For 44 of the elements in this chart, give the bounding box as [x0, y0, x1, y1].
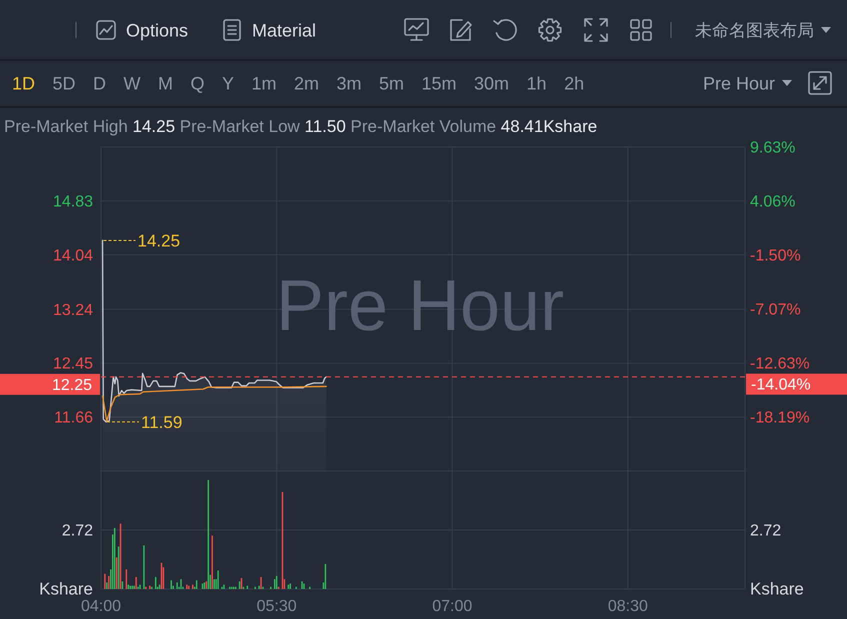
- text: 2.72: [750, 522, 782, 540]
- y-tick-label: 13.24: [52, 302, 94, 319]
- text: 30m: [474, 74, 510, 94]
- y2-tick-label: -1.50%: [750, 248, 801, 264]
- text: Q: [190, 74, 205, 94]
- y-tick-label: 14.83: [52, 193, 94, 210]
- y-axis-title: Kshare: [39, 580, 93, 598]
- y2-tick-label: 4.06%: [750, 194, 796, 211]
- text: 1m: [252, 74, 277, 94]
- x-tick-label: 05:30: [256, 598, 297, 615]
- y2-tick-label: -12.63%: [750, 356, 810, 372]
- text: Y: [222, 74, 234, 94]
- y-tick-label: 14.04: [52, 247, 94, 264]
- text: Options: [126, 20, 188, 40]
- y2-tick-label: -7.07%: [750, 302, 801, 319]
- x-tick-label: 08:30: [608, 598, 648, 615]
- text: 2h: [564, 74, 584, 94]
- text: 1h: [526, 74, 547, 94]
- text: D: [93, 74, 106, 94]
- y-tick-label: 12.45: [52, 356, 94, 373]
- text: 未命名图表布局: [695, 21, 814, 40]
- text: Pre Hour: [702, 74, 775, 94]
- annotation: 11.59: [141, 412, 182, 432]
- x-tick-label: 07:00: [432, 598, 472, 615]
- text: 1D: [12, 74, 36, 94]
- text: W: [124, 74, 141, 94]
- y2-axis-title: Kshare: [750, 580, 804, 598]
- ref-line-label: 12.25: [52, 376, 92, 394]
- text: 3m: [336, 74, 362, 94]
- text: 5m: [379, 74, 404, 94]
- y2-tick-label: -18.19%: [750, 409, 810, 426]
- annotation: 14.25: [138, 231, 180, 250]
- text: Pre-Market High 14.25 Pre-Market Low 11.50 Pre-Market Volume 48.41Kshare: [4, 117, 598, 136]
- y-tick-label: 11.66: [54, 410, 94, 427]
- y2-tick-label: -14.04%: [751, 376, 811, 394]
- annotation: Pre Hour: [276, 266, 564, 346]
- text: 15m: [422, 74, 457, 94]
- x-tick-label: 04:00: [80, 598, 122, 615]
- text: 2m: [294, 74, 320, 94]
- text: 5D: [52, 74, 76, 94]
- y2-tick-label: 9.63%: [750, 140, 796, 156]
- text: Material: [252, 20, 316, 40]
- text: 2.72: [62, 522, 93, 540]
- text: M: [158, 74, 174, 94]
